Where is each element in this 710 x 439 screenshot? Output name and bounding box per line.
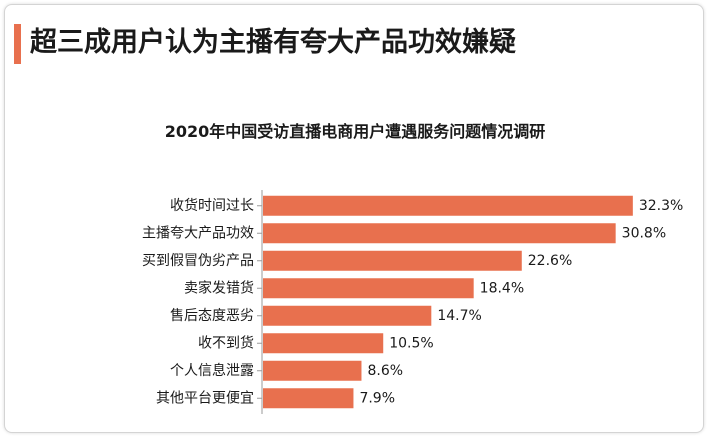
value-label: 8.6% [367, 363, 403, 379]
bar [263, 388, 354, 409]
value-label: 30.8% [622, 225, 666, 241]
value-label: 10.5% [389, 335, 433, 351]
category-label: 主播夸大产品功效 [142, 225, 254, 241]
value-label: 14.7% [437, 308, 481, 324]
bar [263, 333, 384, 354]
headline: 超三成用户认为主播有夸大产品功效嫌疑 [30, 27, 516, 58]
category-label: 个人信息泄露 [170, 362, 254, 379]
bar [263, 223, 616, 244]
bar [263, 278, 474, 299]
bar [263, 305, 432, 326]
bar [263, 250, 522, 271]
category-label: 售后态度恶劣 [170, 308, 254, 324]
value-label: 32.3% [639, 198, 683, 214]
bar [263, 360, 362, 381]
category-label: 其他平台更便宜 [156, 390, 254, 406]
value-label: 7.9% [359, 390, 395, 406]
category-label: 卖家发错货 [184, 279, 254, 296]
category-label: 收货时间过长 [170, 197, 254, 214]
chart-title: 2020年中国受访直播电商用户遭遇服务问题情况调研 [164, 122, 546, 141]
headline-accent-bar [14, 24, 21, 64]
category-label: 买到假冒伪劣产品 [142, 253, 254, 269]
bar [263, 195, 633, 216]
category-label: 收不到货 [198, 334, 254, 351]
value-label: 18.4% [480, 280, 524, 296]
value-label: 22.6% [528, 253, 572, 269]
